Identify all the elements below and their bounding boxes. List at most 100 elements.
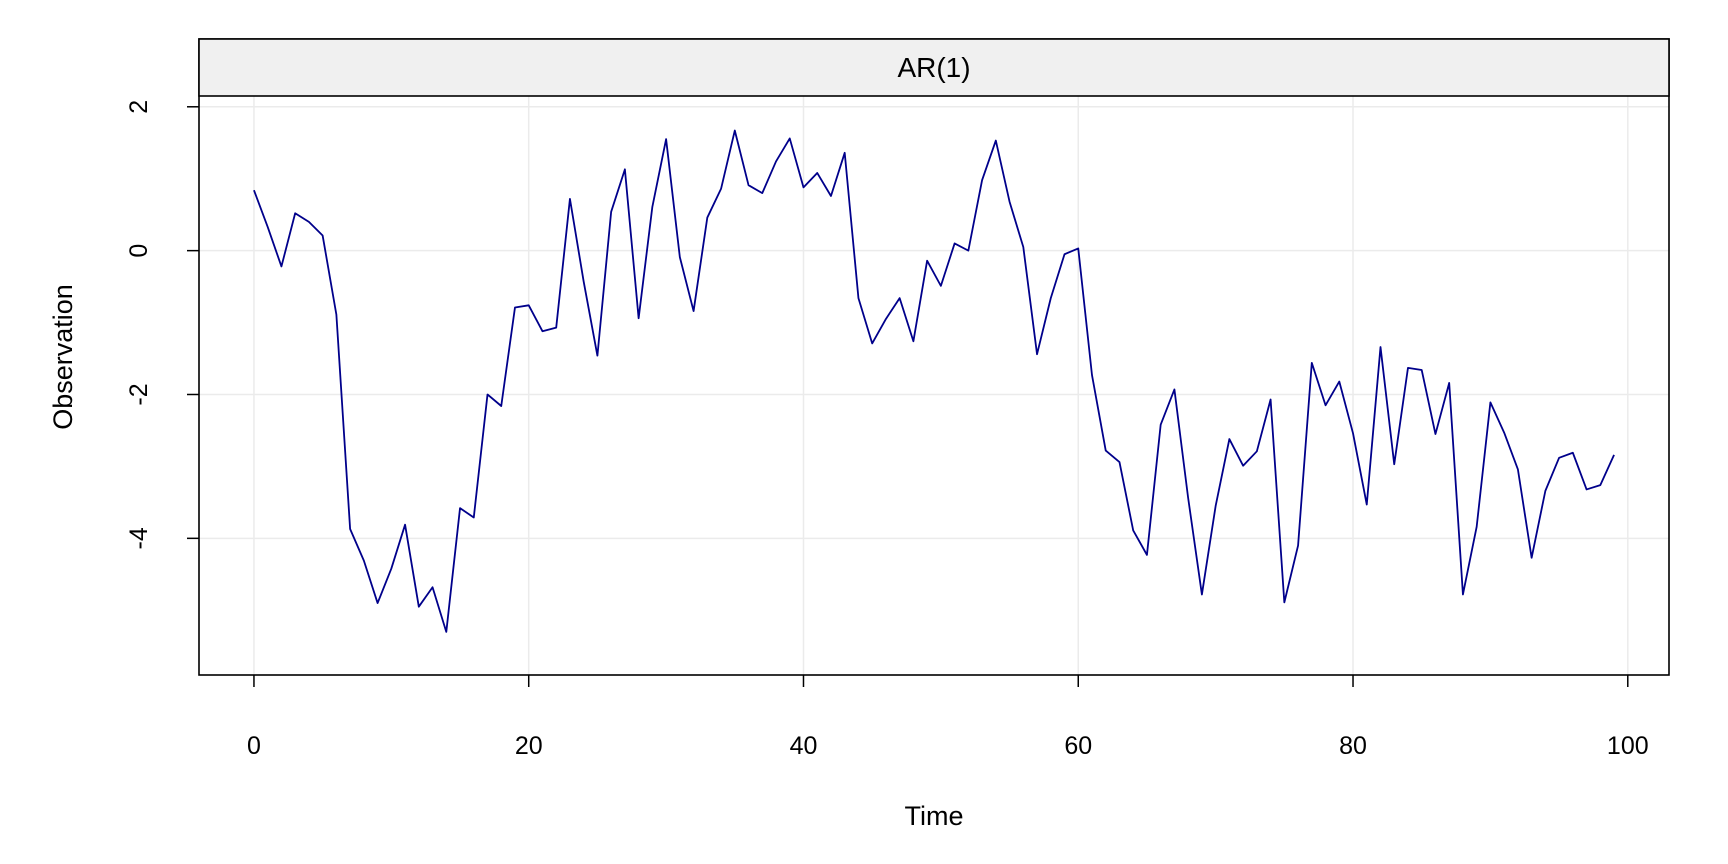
data-point — [857, 297, 859, 299]
y-tick-label: -2 — [125, 383, 153, 405]
data-point — [1599, 484, 1601, 486]
data-point — [1530, 557, 1532, 559]
data-point — [1256, 450, 1258, 452]
data-point — [1187, 497, 1189, 499]
data-point — [335, 313, 337, 315]
data-point — [610, 211, 612, 213]
data-point — [596, 354, 598, 356]
data-point — [349, 528, 351, 530]
x-tick-label: 20 — [515, 732, 543, 760]
x-axis-title: Time — [905, 801, 964, 831]
x-tick-label: 100 — [1607, 732, 1649, 760]
data-point — [1613, 454, 1615, 456]
data-point — [1173, 388, 1175, 390]
data-point — [1544, 490, 1546, 492]
data-point — [1489, 401, 1491, 403]
y-tick-label: 2 — [125, 100, 153, 114]
y-axis-title: Observation — [48, 284, 78, 430]
data-point — [747, 184, 749, 186]
data-point — [734, 129, 736, 131]
data-point — [789, 137, 791, 139]
data-point — [1421, 369, 1423, 371]
data-point — [376, 602, 378, 604]
data-point — [486, 393, 488, 395]
panel-title: AR(1) — [897, 52, 970, 83]
data-point — [1558, 457, 1560, 459]
data-point — [1324, 404, 1326, 406]
data-point — [1366, 503, 1368, 505]
data-point — [1063, 253, 1065, 255]
data-point — [940, 285, 942, 287]
data-point — [1503, 431, 1505, 433]
data-point — [528, 304, 530, 306]
data-point — [912, 340, 914, 342]
data-point — [1132, 529, 1134, 531]
data-point — [1462, 593, 1464, 595]
data-point — [445, 631, 447, 633]
plot-frame — [198, 38, 1670, 676]
data-point — [390, 567, 392, 569]
x-tick-label: 60 — [1064, 732, 1092, 760]
data-point — [321, 234, 323, 236]
data-point — [1050, 297, 1052, 299]
data-point — [1434, 433, 1436, 435]
data-point — [555, 326, 557, 328]
data-point — [637, 317, 639, 319]
data-point — [1159, 423, 1161, 425]
data-point — [1311, 362, 1313, 364]
data-point — [1077, 247, 1079, 249]
data-point — [431, 586, 433, 588]
data-point — [1352, 432, 1354, 434]
data-point — [1201, 593, 1203, 595]
data-point — [692, 310, 694, 312]
data-point — [1269, 398, 1271, 400]
data-point — [266, 226, 268, 228]
data-point — [802, 186, 804, 188]
data-point — [541, 330, 543, 332]
data-point — [1146, 554, 1148, 556]
data-point — [1393, 463, 1395, 465]
x-tick-label: 0 — [247, 732, 261, 760]
data-point — [624, 168, 626, 170]
data-point — [953, 242, 955, 244]
data-point — [1214, 505, 1216, 507]
data-point — [720, 188, 722, 190]
data-point — [1228, 438, 1230, 440]
data-point — [1517, 468, 1519, 470]
data-point — [679, 256, 681, 258]
data-point — [830, 195, 832, 197]
grid-lines — [199, 96, 1669, 675]
data-point — [1572, 452, 1574, 454]
data-point — [280, 265, 282, 267]
data-point — [253, 189, 255, 191]
data-point — [1448, 382, 1450, 384]
data-point — [500, 405, 502, 407]
data-point — [1297, 544, 1299, 546]
x-tick-label: 40 — [790, 732, 818, 760]
data-point — [651, 206, 653, 208]
data-point — [898, 297, 900, 299]
data-point — [294, 212, 296, 214]
data-point — [363, 559, 365, 561]
y-tick-label: 0 — [125, 244, 153, 258]
data-point — [1036, 353, 1038, 355]
data-point — [569, 198, 571, 200]
data-point — [1242, 464, 1244, 466]
data-point — [1008, 201, 1010, 203]
data-point — [995, 139, 997, 141]
data-point — [761, 192, 763, 194]
data-point — [582, 280, 584, 282]
data-point — [1379, 346, 1381, 348]
data-point — [1091, 374, 1093, 376]
data-point — [418, 605, 420, 607]
data-point — [844, 152, 846, 154]
axes: 0 20 40 60 80 100 -4 -2 0 2 — [125, 100, 1649, 760]
data-point — [459, 507, 461, 509]
panel-strip — [198, 38, 1670, 97]
data-point — [1338, 380, 1340, 382]
series-layer — [253, 129, 1615, 633]
data-point — [514, 306, 516, 308]
data-point — [706, 216, 708, 218]
data-point — [473, 516, 475, 518]
